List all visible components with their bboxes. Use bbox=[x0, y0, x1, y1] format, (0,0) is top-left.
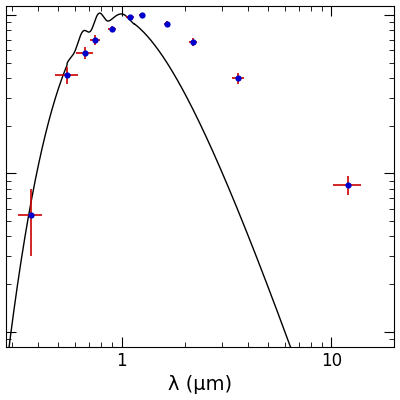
X-axis label: λ (μm): λ (μm) bbox=[168, 376, 232, 394]
